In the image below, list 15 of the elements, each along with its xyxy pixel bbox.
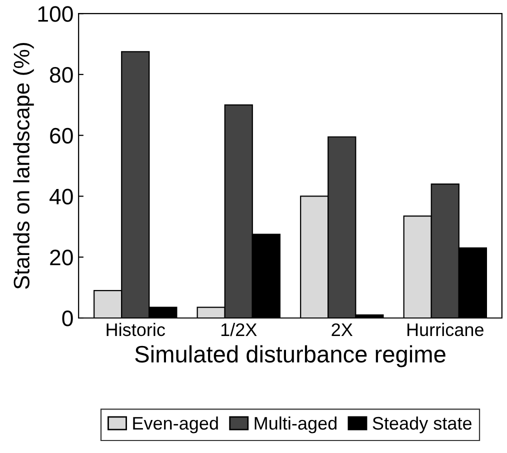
y-tick-label: 0 [62, 310, 73, 326]
y-tick-label: 20 [50, 250, 73, 266]
legend-label: Even-aged [133, 416, 218, 434]
x-tick-label: Historic [106, 322, 165, 336]
y-tick-label: 40 [50, 188, 73, 205]
legend-label: Steady state [372, 416, 472, 434]
y-tick-label: 80 [50, 67, 73, 83]
y-axis-title: Stands on landscape (%) [13, 43, 34, 289]
y-tick-label: 60 [50, 128, 73, 144]
legend-label: Multi-aged [254, 416, 336, 434]
x-tick-label: 2X [332, 323, 353, 336]
y-tick-label: 100 [38, 6, 73, 22]
x-tick-label: 1/2X [221, 322, 257, 336]
x-tick-label: Hurricane [407, 322, 484, 336]
x-axis-title: Simulated disturbance regime [135, 345, 446, 368]
